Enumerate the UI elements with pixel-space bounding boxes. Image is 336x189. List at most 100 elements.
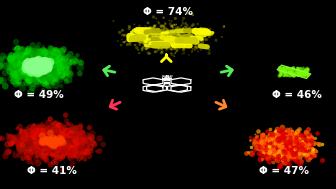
Point [48, 137, 53, 140]
Point [29, 67, 35, 70]
Point [176, 33, 182, 36]
Point [280, 150, 285, 153]
Point [32, 60, 37, 63]
Point [198, 40, 204, 43]
Point [28, 65, 34, 68]
Point [52, 53, 58, 56]
Point [42, 66, 47, 69]
Point [56, 141, 61, 144]
Point [40, 136, 45, 139]
Point [291, 141, 296, 144]
Point [35, 140, 40, 143]
Point [278, 151, 284, 154]
Point [39, 65, 44, 68]
Point [42, 138, 47, 141]
Point [54, 134, 59, 137]
Point [21, 66, 26, 69]
Point [269, 136, 275, 139]
Point [276, 149, 281, 152]
Point [297, 146, 303, 149]
Point [247, 136, 252, 139]
Point [55, 143, 60, 146]
Point [44, 64, 49, 67]
Point [42, 65, 48, 68]
Point [41, 69, 46, 72]
Point [283, 146, 289, 149]
Point [46, 136, 51, 139]
Point [264, 137, 269, 140]
Point [267, 148, 273, 151]
Point [31, 144, 36, 147]
Point [45, 68, 50, 71]
Point [272, 140, 278, 143]
Point [67, 144, 72, 147]
Point [25, 60, 31, 63]
Point [31, 60, 37, 63]
Point [27, 135, 33, 138]
Point [45, 141, 50, 144]
Point [167, 37, 172, 40]
Point [35, 142, 40, 145]
Point [255, 130, 261, 133]
Point [273, 145, 278, 148]
Point [279, 145, 284, 148]
Point [44, 61, 49, 64]
Point [193, 27, 198, 30]
Point [40, 131, 45, 134]
Point [294, 138, 300, 141]
Point [36, 138, 41, 141]
Point [269, 149, 275, 152]
Point [46, 59, 52, 62]
Point [164, 40, 169, 43]
Point [288, 140, 294, 143]
Point [49, 137, 54, 140]
Point [36, 70, 41, 73]
Point [295, 143, 300, 146]
Point [185, 24, 190, 27]
Point [43, 63, 48, 66]
Point [58, 138, 63, 141]
Point [74, 141, 79, 144]
Point [32, 56, 37, 59]
Point [40, 137, 45, 140]
Point [47, 139, 52, 142]
Point [169, 35, 174, 38]
Point [33, 148, 38, 151]
Point [40, 55, 46, 58]
Point [41, 66, 46, 69]
Point [302, 149, 308, 152]
Point [277, 129, 282, 132]
Point [29, 64, 35, 67]
Point [40, 149, 45, 152]
Point [269, 136, 275, 139]
Point [48, 145, 54, 148]
Point [56, 69, 62, 72]
Point [62, 147, 68, 150]
Point [55, 59, 61, 62]
Point [74, 136, 79, 139]
Point [278, 147, 283, 150]
Point [61, 48, 66, 51]
Point [51, 72, 57, 75]
Point [39, 148, 44, 151]
Point [62, 149, 67, 152]
Point [158, 38, 163, 41]
Point [38, 143, 43, 146]
Point [33, 142, 38, 145]
Point [141, 42, 147, 45]
Point [163, 43, 168, 46]
Point [287, 138, 292, 141]
Point [51, 146, 56, 149]
Point [48, 55, 53, 58]
Point [276, 155, 281, 158]
Point [47, 135, 52, 138]
Point [298, 144, 303, 147]
Point [36, 65, 42, 68]
Point [292, 74, 297, 77]
Point [136, 52, 142, 55]
Point [53, 140, 58, 143]
Point [305, 138, 311, 141]
Point [307, 142, 312, 145]
Point [55, 59, 61, 62]
Point [42, 66, 47, 69]
